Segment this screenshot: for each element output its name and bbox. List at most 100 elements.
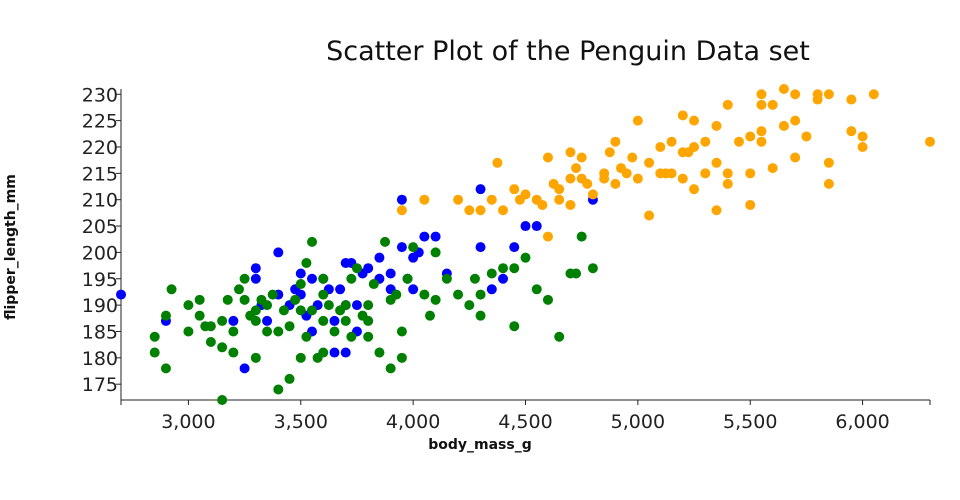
data-point bbox=[571, 163, 582, 174]
data-point bbox=[239, 273, 250, 284]
data-point bbox=[183, 300, 194, 311]
data-point bbox=[250, 263, 261, 274]
data-point bbox=[475, 289, 486, 300]
data-point bbox=[233, 284, 244, 295]
data-point bbox=[469, 273, 480, 284]
data-point bbox=[509, 184, 520, 195]
data-point bbox=[318, 315, 329, 326]
data-point bbox=[486, 284, 497, 295]
data-point bbox=[644, 210, 655, 221]
data-point bbox=[430, 231, 441, 242]
data-point bbox=[329, 315, 340, 326]
y-tick-label: 200 bbox=[82, 242, 118, 264]
y-tick-label: 215 bbox=[82, 163, 118, 185]
data-point bbox=[419, 194, 430, 205]
data-point bbox=[801, 131, 812, 142]
data-point bbox=[217, 395, 228, 405]
y-tick-label: 230 bbox=[82, 84, 118, 106]
data-point bbox=[711, 205, 722, 216]
data-point bbox=[368, 279, 379, 290]
x-tick-label: 3,000 bbox=[161, 411, 215, 433]
data-point bbox=[711, 157, 722, 168]
data-point bbox=[160, 310, 171, 321]
data-point bbox=[273, 384, 284, 395]
data-point bbox=[542, 152, 553, 163]
data-point bbox=[301, 257, 312, 268]
data-point bbox=[700, 168, 711, 179]
data-point bbox=[722, 99, 733, 110]
data-point bbox=[318, 347, 329, 358]
data-point bbox=[396, 352, 407, 363]
data-point bbox=[520, 252, 531, 263]
data-point bbox=[531, 221, 542, 232]
data-point bbox=[846, 126, 857, 137]
data-point bbox=[340, 300, 351, 311]
data-point bbox=[307, 236, 318, 247]
data-point bbox=[700, 136, 711, 147]
data-point bbox=[430, 247, 441, 258]
data-point bbox=[677, 147, 688, 158]
data-point bbox=[587, 189, 598, 200]
data-point bbox=[498, 263, 509, 274]
data-point bbox=[363, 263, 374, 274]
data-point bbox=[363, 331, 374, 342]
data-point bbox=[419, 231, 430, 242]
data-point bbox=[250, 352, 261, 363]
data-point bbox=[868, 89, 879, 100]
data-point bbox=[745, 168, 756, 179]
data-point bbox=[284, 321, 295, 332]
data-point bbox=[486, 268, 497, 279]
chart-title: Scatter Plot of the Penguin Data set bbox=[326, 36, 810, 67]
data-point bbox=[571, 268, 582, 279]
y-tick-label: 190 bbox=[82, 295, 118, 317]
series-2 bbox=[396, 84, 935, 242]
data-point bbox=[509, 263, 520, 274]
data-point bbox=[262, 315, 273, 326]
data-point bbox=[733, 136, 744, 147]
data-point bbox=[756, 136, 767, 147]
data-point bbox=[565, 147, 576, 158]
y-tick-label: 185 bbox=[82, 321, 118, 343]
data-point bbox=[655, 141, 666, 152]
data-point bbox=[756, 126, 767, 137]
data-point bbox=[823, 157, 834, 168]
data-point bbox=[149, 347, 160, 358]
data-point bbox=[346, 331, 357, 342]
data-point bbox=[267, 289, 278, 300]
y-tick-label: 205 bbox=[82, 216, 118, 238]
data-point bbox=[222, 294, 233, 305]
data-point bbox=[250, 315, 261, 326]
data-point bbox=[554, 331, 565, 342]
data-point bbox=[194, 294, 205, 305]
data-point bbox=[790, 89, 801, 100]
data-point bbox=[323, 300, 334, 311]
data-point bbox=[475, 205, 486, 216]
data-point bbox=[677, 173, 688, 184]
data-point bbox=[363, 315, 374, 326]
data-point bbox=[295, 279, 306, 290]
data-point bbox=[565, 199, 576, 210]
data-point bbox=[520, 221, 531, 232]
data-point bbox=[374, 252, 385, 263]
data-point bbox=[340, 315, 351, 326]
data-point bbox=[262, 300, 273, 311]
data-point bbox=[340, 347, 351, 358]
data-point bbox=[396, 242, 407, 253]
data-point bbox=[396, 326, 407, 337]
data-point bbox=[335, 284, 346, 295]
data-point bbox=[217, 315, 228, 326]
data-point bbox=[756, 99, 767, 110]
data-point bbox=[183, 326, 194, 337]
data-point bbox=[475, 184, 486, 195]
data-point bbox=[273, 247, 284, 258]
data-point bbox=[205, 321, 216, 332]
data-point bbox=[823, 178, 834, 189]
data-point bbox=[576, 231, 587, 242]
x-tick-label: 4,000 bbox=[386, 411, 440, 433]
data-point bbox=[554, 184, 565, 195]
data-point bbox=[722, 178, 733, 189]
data-point bbox=[492, 157, 503, 168]
data-point bbox=[290, 294, 301, 305]
data-point bbox=[363, 300, 374, 311]
data-point bbox=[419, 289, 430, 300]
